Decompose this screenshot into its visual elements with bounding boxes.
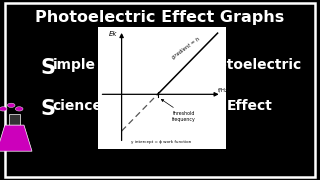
- Text: gradient = h: gradient = h: [171, 37, 201, 60]
- Text: imple: imple: [53, 58, 96, 72]
- Text: Photoelectric Effect Graphs: Photoelectric Effect Graphs: [36, 10, 284, 25]
- Circle shape: [0, 107, 7, 111]
- Text: S: S: [40, 58, 55, 78]
- Text: Effect: Effect: [227, 99, 273, 113]
- Text: Photoelectric: Photoelectric: [197, 58, 302, 72]
- Circle shape: [15, 107, 23, 111]
- Text: threshold
frequency: threshold frequency: [172, 111, 196, 122]
- Circle shape: [7, 103, 15, 107]
- Text: Ek: Ek: [109, 31, 118, 37]
- FancyBboxPatch shape: [9, 114, 20, 125]
- Polygon shape: [0, 125, 32, 151]
- Text: y intercept = ϕ work function: y intercept = ϕ work function: [132, 140, 192, 144]
- Text: S: S: [40, 99, 55, 119]
- Text: cience: cience: [53, 99, 103, 113]
- Text: f/Hz: f/Hz: [218, 87, 229, 92]
